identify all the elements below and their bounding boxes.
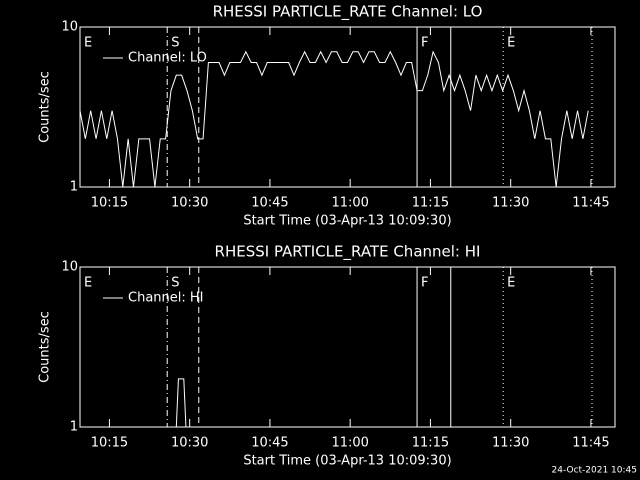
flag-label: S <box>171 276 179 291</box>
chart-title: RHESSI PARTICLE_RATE Channel: LO <box>213 3 483 22</box>
x-tick-label: 10:30 <box>171 436 208 451</box>
flag-label: E <box>84 36 92 51</box>
x-tick-label: 11:30 <box>492 436 529 451</box>
x-tick-label: 11:45 <box>572 436 609 451</box>
x-tick-label: 11:45 <box>572 196 609 211</box>
chart-title: RHESSI PARTICLE_RATE Channel: HI <box>215 243 481 262</box>
flag-label: E <box>507 36 515 51</box>
data-line <box>175 378 187 428</box>
x-tick-label: 11:30 <box>492 196 529 211</box>
x-tick-label: 11:00 <box>331 196 368 211</box>
x-tick-label: 10:15 <box>91 436 128 451</box>
y-axis-label: Counts/sec <box>38 311 53 383</box>
y-tick-label: 10 <box>61 20 78 35</box>
x-tick-label: 11:15 <box>412 436 449 451</box>
legend-label: Channel: LO <box>128 51 207 66</box>
flag-label: S <box>171 36 179 51</box>
data-line <box>79 50 589 188</box>
x-tick-label: 10:45 <box>251 436 288 451</box>
x-tick-label: 10:15 <box>91 196 128 211</box>
x-tick-label: 10:45 <box>251 196 288 211</box>
flag-label: E <box>84 276 92 291</box>
y-tick-label: 10 <box>61 260 78 275</box>
x-tick-label: 11:15 <box>412 196 449 211</box>
y-tick-label: 1 <box>70 180 78 195</box>
x-axis-label: Start Time (03-Apr-13 10:09:30) <box>243 214 451 229</box>
y-tick-label: 1 <box>70 420 78 435</box>
flag-label: E <box>507 276 515 291</box>
x-tick-label: 11:00 <box>331 436 368 451</box>
x-tick-label: 10:30 <box>171 196 208 211</box>
footer: 24-Oct-2021 10:45 <box>552 466 637 476</box>
legend-label: Channel: HI <box>128 291 204 306</box>
flag-label: F <box>421 36 428 51</box>
flag-label: F <box>421 276 428 291</box>
y-axis-label: Counts/sec <box>38 71 53 143</box>
x-axis-label: Start Time (03-Apr-13 10:09:30) <box>243 454 451 469</box>
